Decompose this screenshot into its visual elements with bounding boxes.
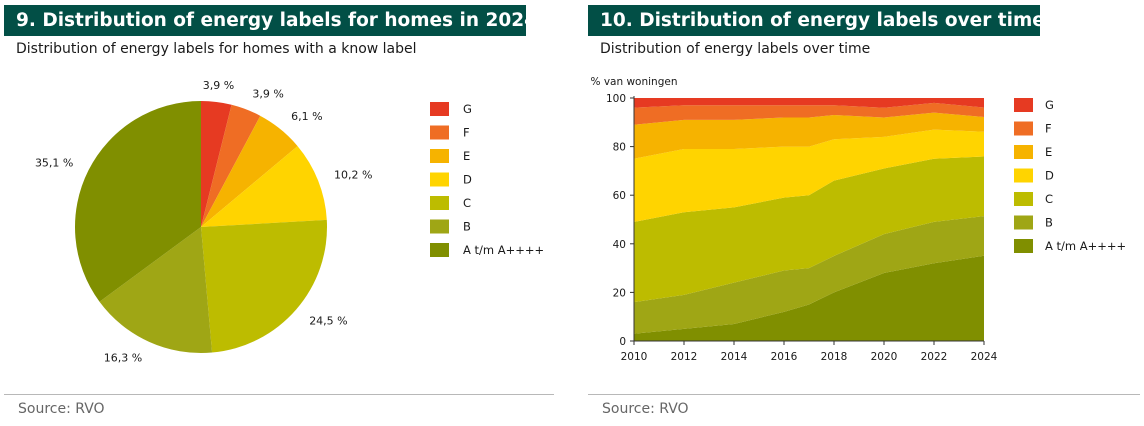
y-tick-label-20: 20: [613, 287, 626, 299]
area-legend-label-e: E: [1045, 145, 1052, 159]
pie-slice-d: [201, 146, 327, 227]
pie-slice-f: [201, 104, 261, 227]
pie-chart: 3,9 % 3,9 % 6,1 % 10,2 % 24,5 % 16,3 % 35,1 % G…: [35, 79, 544, 364]
pie-legend-label-g: G: [463, 102, 472, 116]
area-band-g: [634, 98, 984, 108]
pie-legend-label-d: D: [463, 173, 472, 187]
area-legend-swatch-d: [1014, 168, 1033, 183]
area-legend-swatch-e: [1014, 145, 1033, 159]
area-legend-label-d: D: [1045, 169, 1054, 183]
pie-legend-label-a-t-m-a: A t/m A++++: [463, 243, 544, 257]
y-tick-label-0: 0: [619, 336, 626, 348]
area-chart-banner-title: 10. Distribution of energy labels over t…: [588, 5, 1040, 36]
pie-slice-a-t-m-a: [74, 101, 201, 302]
x-tick-label-2014: 2014: [721, 351, 748, 363]
pie-slice-c: [201, 219, 328, 353]
area-legend-swatch-b: [1014, 215, 1033, 230]
y-tick-label-40: 40: [613, 239, 626, 251]
left-panel: 9. Distribution of energy labels for hom…: [4, 5, 554, 417]
pie-legend-label-c: C: [463, 196, 471, 210]
area-band-b: [634, 216, 984, 334]
pie-data-label-f: 3,9 %: [252, 88, 283, 101]
area-legend-swatch-a-t-m-a: [1014, 239, 1033, 253]
y-tick-label-80: 80: [613, 142, 626, 154]
stacked-area-chart: 0 20 40 60 80 100 2010 2012 2014 2016 2018 2020 2022…: [591, 76, 1127, 363]
x-tick-label-2024: 2024: [971, 351, 998, 363]
area-legend-swatch-g: [1014, 98, 1033, 112]
area-legend-label-g: G: [1045, 98, 1054, 112]
pie-legend-swatch-g: [430, 102, 449, 116]
pie-chart-banner-title: 9. Distribution of energy labels for hom…: [4, 5, 526, 36]
pie-data-label-g: 3,9 %: [203, 79, 234, 92]
x-tick-label-2010: 2010: [621, 351, 648, 363]
pie-slice-b: [99, 227, 213, 353]
pie-data-label-e: 6,1 %: [291, 110, 322, 123]
right-panel: 10. Distribution of energy labels over t…: [588, 5, 1140, 417]
pie-legend-swatch-b: [430, 219, 449, 234]
pie-legend-swatch-d: [430, 172, 449, 187]
pie-data-label-d: 10,2 %: [334, 168, 372, 181]
pie-data-label-b: 16,3 %: [104, 351, 142, 364]
pie-legend-label-b: B: [463, 220, 471, 234]
area-legend-label-a-t-m-a: A t/m A++++: [1045, 239, 1126, 253]
pie-legend-swatch-e: [430, 149, 449, 163]
pie-chart-subtitle: Distribution of energy labels for homes …: [16, 41, 417, 57]
pie-slice-e: [201, 115, 298, 227]
area-band-e: [634, 112, 984, 159]
area-band-f: [634, 102, 984, 125]
pie-legend-swatch-f: [430, 125, 449, 140]
area-legend-swatch-c: [1014, 192, 1033, 206]
area-legend-label-f: F: [1045, 122, 1052, 136]
x-tick-label-2020: 2020: [871, 351, 898, 363]
area-chart-subtitle: Distribution of energy labels over time: [600, 41, 871, 57]
pie-data-label-c: 24,5 %: [309, 315, 347, 328]
area-legend-label-b: B: [1045, 216, 1053, 230]
pie-legend-swatch-a-t-m-a: [430, 243, 449, 257]
pie-legend-label-f: F: [463, 126, 470, 140]
y-tick-label-100: 100: [606, 93, 626, 105]
area-band-d: [634, 129, 984, 222]
pie-slice-g: [201, 101, 232, 227]
x-tick-label-2016: 2016: [771, 351, 798, 363]
area-band-c: [634, 156, 984, 303]
area-legend-swatch-f: [1014, 121, 1033, 136]
source-divider: [588, 394, 1140, 395]
x-tick-label-2018: 2018: [821, 351, 848, 363]
area-legend-label-c: C: [1045, 192, 1053, 206]
x-tick-label-2022: 2022: [921, 351, 948, 363]
x-tick-label-2012: 2012: [671, 351, 698, 363]
y-tick-label-60: 60: [613, 190, 626, 202]
pie-data-label-a-t-m-a: 35,1 %: [35, 157, 73, 170]
area-band-a-t-m-a: [634, 255, 984, 341]
y-axis-title: % van woningen: [591, 76, 678, 88]
source-divider: [4, 394, 554, 395]
pie-legend-swatch-c: [430, 196, 449, 210]
pie-chart-source: Source: RVO: [18, 401, 105, 417]
area-chart-source: Source: RVO: [602, 401, 689, 417]
pie-legend-label-e: E: [463, 149, 470, 163]
